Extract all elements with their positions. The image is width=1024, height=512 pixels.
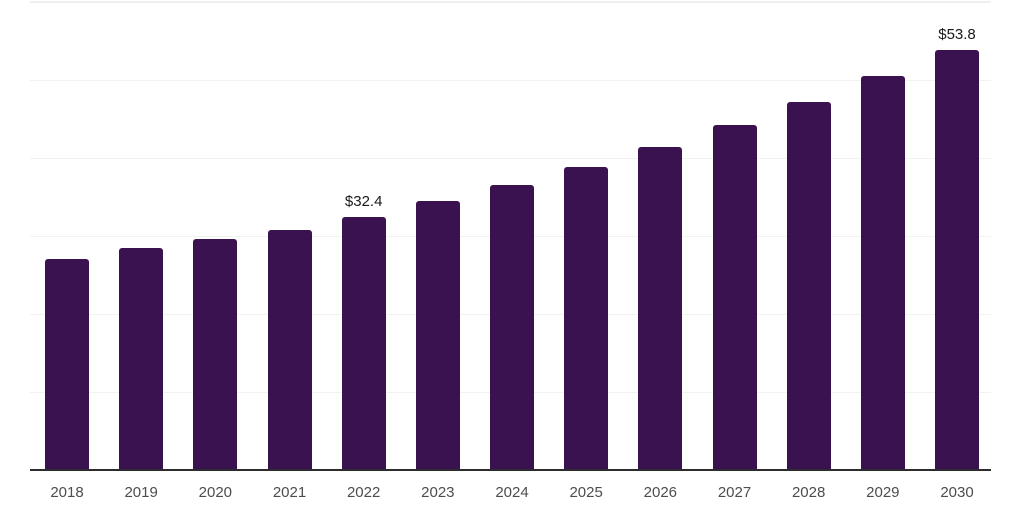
data-label-2030: $53.8 — [938, 26, 976, 43]
bar-2027 — [713, 125, 757, 470]
data-label-2022: $32.4 — [344, 193, 383, 210]
x-tick-label-2019: 2019 — [124, 484, 158, 501]
x-tick-label-2030: 2030 — [940, 484, 974, 501]
bar-2024 — [490, 185, 534, 470]
x-tick-label-2027: 2027 — [717, 484, 752, 501]
x-tick-label-2025: 2025 — [569, 484, 603, 501]
bar-2021 — [268, 230, 312, 470]
bar-2019 — [119, 248, 163, 470]
gridline-y40 — [30, 158, 991, 159]
bar-2025 — [564, 167, 608, 470]
x-tick-label-2023: 2023 — [421, 484, 455, 501]
x-tick-label-2018: 2018 — [50, 484, 84, 501]
bar-2029 — [861, 76, 905, 470]
gridline-y50 — [30, 80, 991, 81]
x-axis-line — [30, 469, 991, 471]
x-tick-label-2028: 2028 — [791, 484, 826, 501]
bar-2020 — [193, 239, 237, 470]
gridline-y60 — [30, 1, 991, 3]
bar-2018 — [45, 259, 89, 470]
x-tick-label-2022: 2022 — [346, 484, 381, 501]
x-tick-label-2024: 2024 — [495, 484, 529, 501]
x-tick-label-2026: 2026 — [643, 484, 678, 501]
bar-2026 — [638, 147, 682, 470]
bar-2022 — [342, 217, 386, 470]
bar-2030 — [935, 50, 979, 470]
x-tick-label-2029: 2029 — [866, 484, 900, 501]
bar-2023 — [416, 201, 460, 470]
x-tick-label-2021: 2021 — [272, 484, 307, 501]
bar-2028 — [787, 102, 831, 470]
x-tick-label-2020: 2020 — [198, 484, 233, 501]
